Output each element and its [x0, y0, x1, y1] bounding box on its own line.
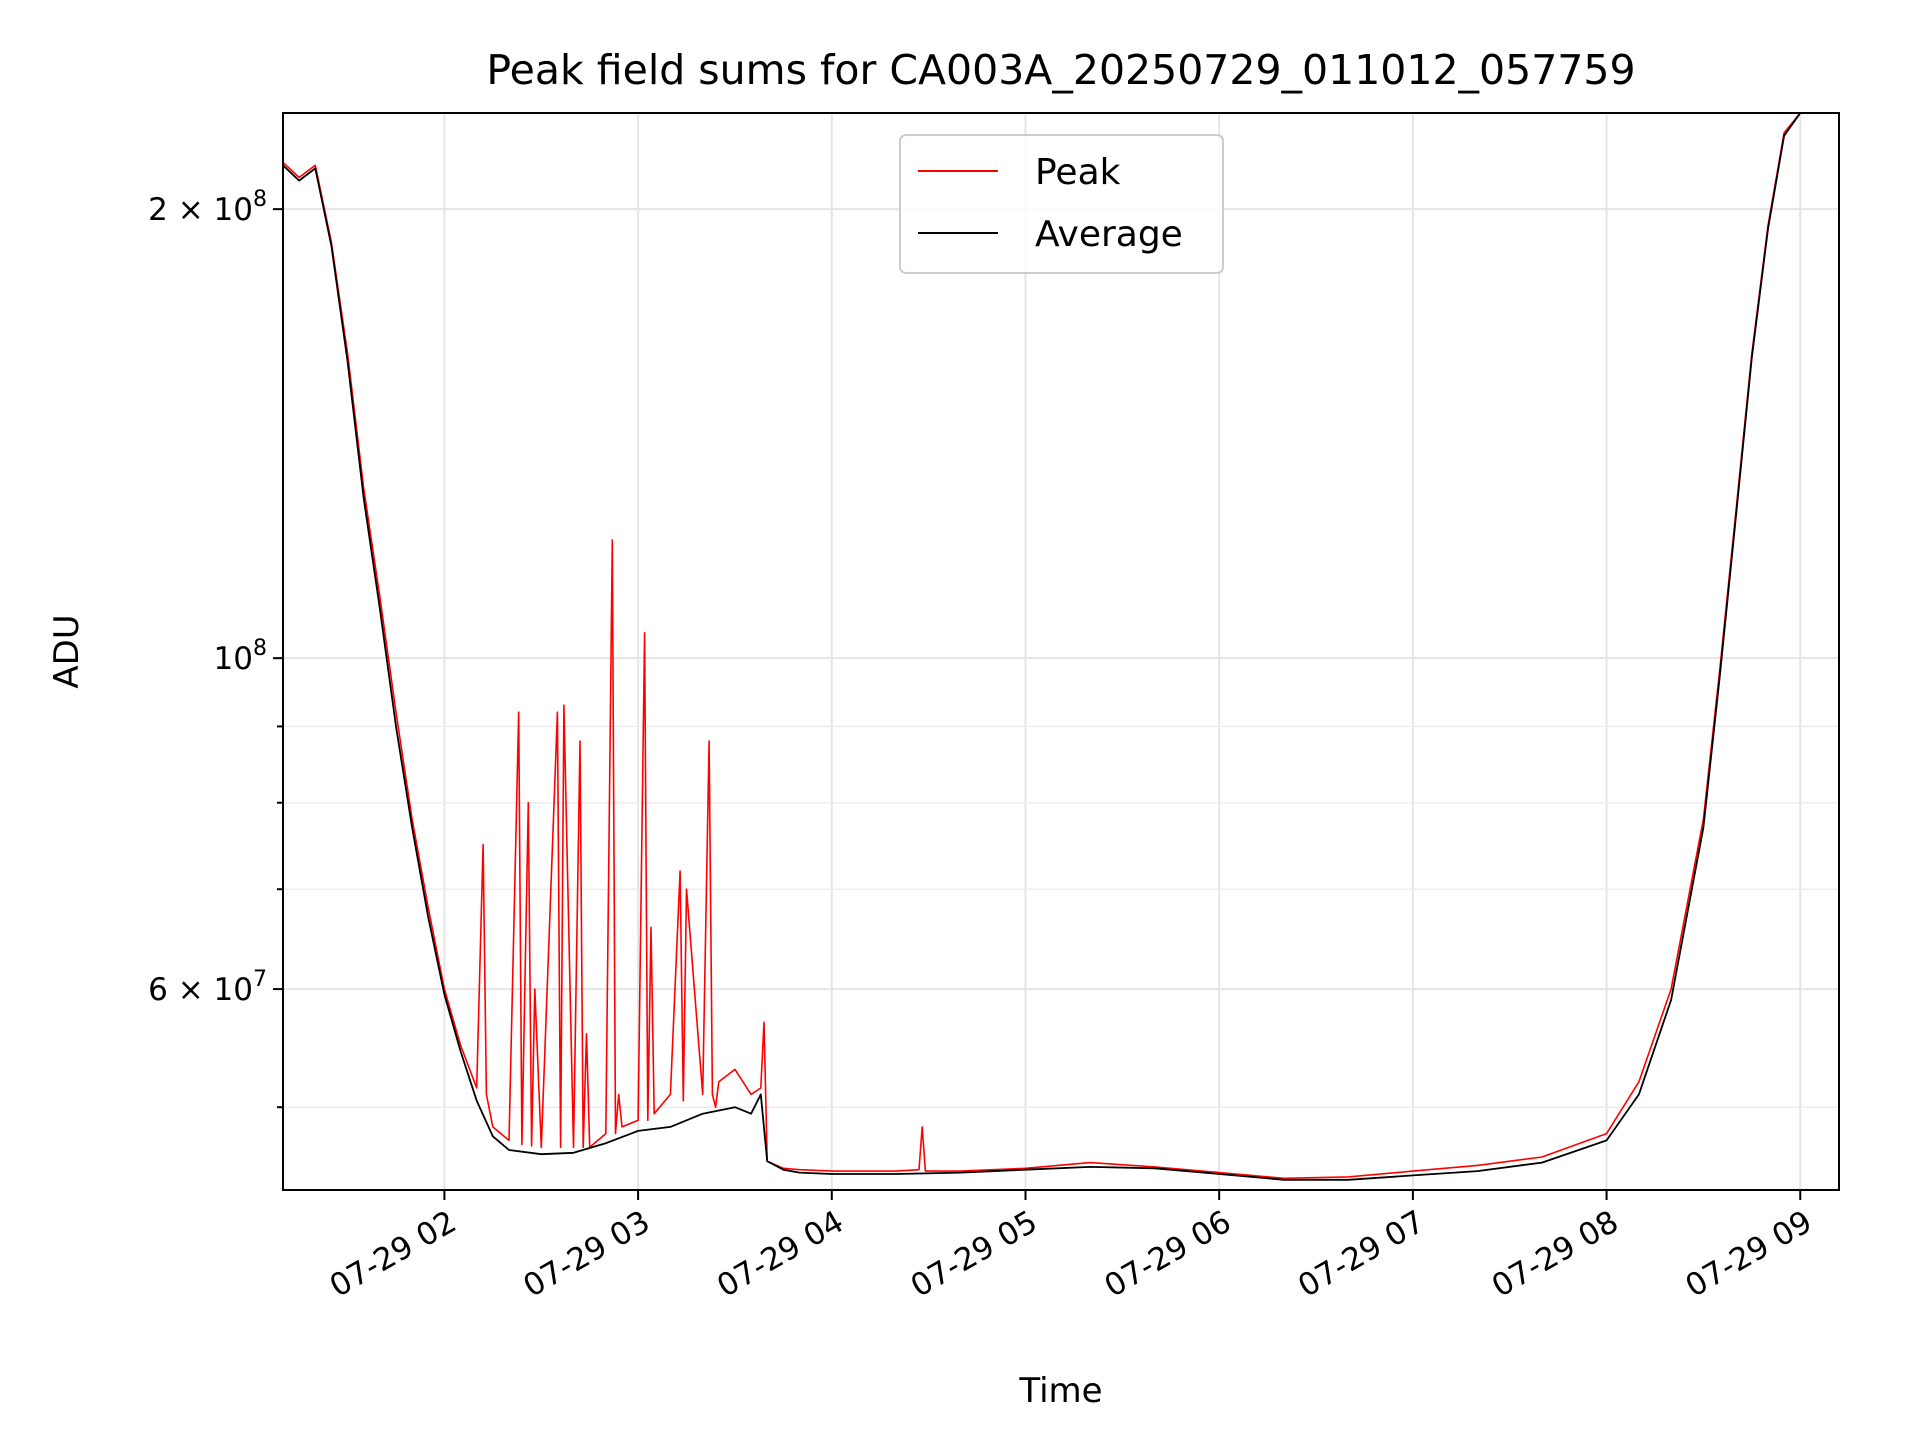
y-tick-label-base: 10 [214, 641, 253, 677]
y-axis-label: ADU [47, 614, 87, 688]
y-tick-label: 2 × 108 [148, 187, 267, 228]
y-tick-label-base: 6 × 10 [148, 972, 253, 1008]
y-tick-label-exponent: 7 [253, 967, 267, 992]
y-tick-label-base: 2 × 10 [148, 192, 253, 228]
legend-label-peak: Peak [1035, 152, 1121, 193]
series-line-average [282, 112, 1802, 1181]
x-axis-label: Time [1018, 1371, 1102, 1411]
y-tick-label: 6 × 107 [148, 967, 267, 1008]
y-tick-label-exponent: 8 [253, 187, 267, 212]
plot-frame [282, 112, 1840, 1191]
y-tick-label: 108 [214, 636, 267, 677]
legend-box [899, 134, 1224, 274]
legend: Peak Average [899, 134, 1224, 274]
chart-title: Peak field sums for CA003A_20250729_0110… [486, 46, 1635, 94]
legend-label-average: Average [1035, 214, 1183, 255]
y-tick-label-exponent: 8 [253, 636, 267, 661]
series-layer [282, 112, 1802, 1181]
series-line-peak [282, 112, 1801, 1180]
